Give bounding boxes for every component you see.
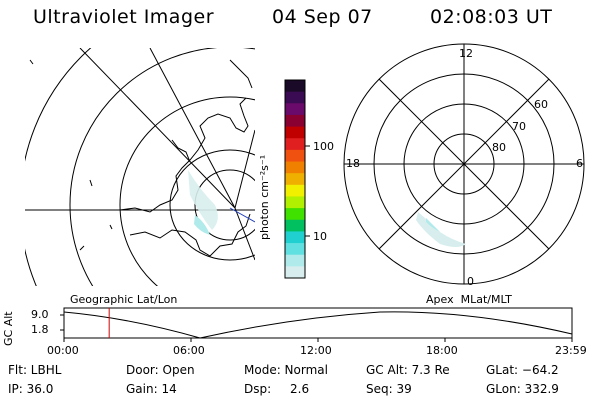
time-label: 02:08:03 UT [430,6,553,28]
colorbar-swatch [285,161,305,174]
xtick-0000: 00:00 [47,344,79,357]
colorbar [285,80,305,279]
altitude-ylabel: GC Alt [2,311,15,346]
colorbar-swatch [285,184,305,197]
xtick-1800: 18:00 [426,344,458,357]
altitude-plot [60,307,573,342]
info-door: Door: Open [126,363,195,377]
mlat-label-70: 70 [512,120,526,133]
info-seq: Seq: 39 [366,382,412,396]
colorbar-swatch [285,219,305,232]
colorbar-unit-label: photon cm⁻²s⁻¹ [258,154,271,240]
xtick-1200: 12:00 [300,344,332,357]
colorbar-swatch [285,243,305,256]
colorbar-swatch [285,196,305,209]
xtick-0600: 06:00 [173,344,205,357]
colorbar-swatch [285,231,305,244]
altitude-ytick-9: 9.0 [31,308,49,321]
info-ip: IP: 36.0 [8,382,54,396]
info-glon: GLon: 332.9 [486,382,559,396]
instrument-title: Ultraviolet Imager [33,6,215,28]
polar-caption: Apex MLat/MLT [426,293,512,306]
colorbar-swatch [285,103,305,116]
mlt-label-12: 12 [459,47,473,60]
xtick-2359: 23:59 [555,344,587,357]
geo-caption: Geographic Lat/Lon [70,293,178,306]
info-dsp-label: Dsp: [244,382,272,396]
colorbar-swatch [285,138,305,151]
date-label: 04 Sep 07 [272,6,373,28]
colorbar-swatch [285,254,305,267]
mlat-label-80: 80 [492,141,506,154]
mlat-label-60: 60 [534,98,548,111]
colorbar-swatch [285,126,305,139]
colorbar-swatch [285,173,305,186]
mlt-label-18: 18 [346,157,360,170]
colorbar-tick-100: 100 [313,140,334,153]
info-dsp-value: 2.6 [290,382,310,396]
info-mode: Mode: Normal [244,363,328,377]
polar-plot [343,43,585,285]
colorbar-swatch [285,91,305,104]
info-gc-alt: GC Alt: 7.3 Re [366,363,450,377]
info-glat: GLat: −64.2 [486,363,559,377]
colorbar-swatch [285,149,305,163]
colorbar-swatch [285,266,305,279]
info-flt: Flt: LBHL [8,363,62,377]
colorbar-tick-10: 10 [313,230,327,243]
mlt-label-6: 6 [576,157,583,170]
colorbar-swatch [285,80,305,93]
info-gain: Gain: 14 [126,382,177,396]
mlt-label-0: 0 [467,275,474,288]
colorbar-swatch [285,114,305,128]
colorbar-swatch [285,208,305,221]
altitude-ytick-1-8: 1.8 [31,323,49,336]
